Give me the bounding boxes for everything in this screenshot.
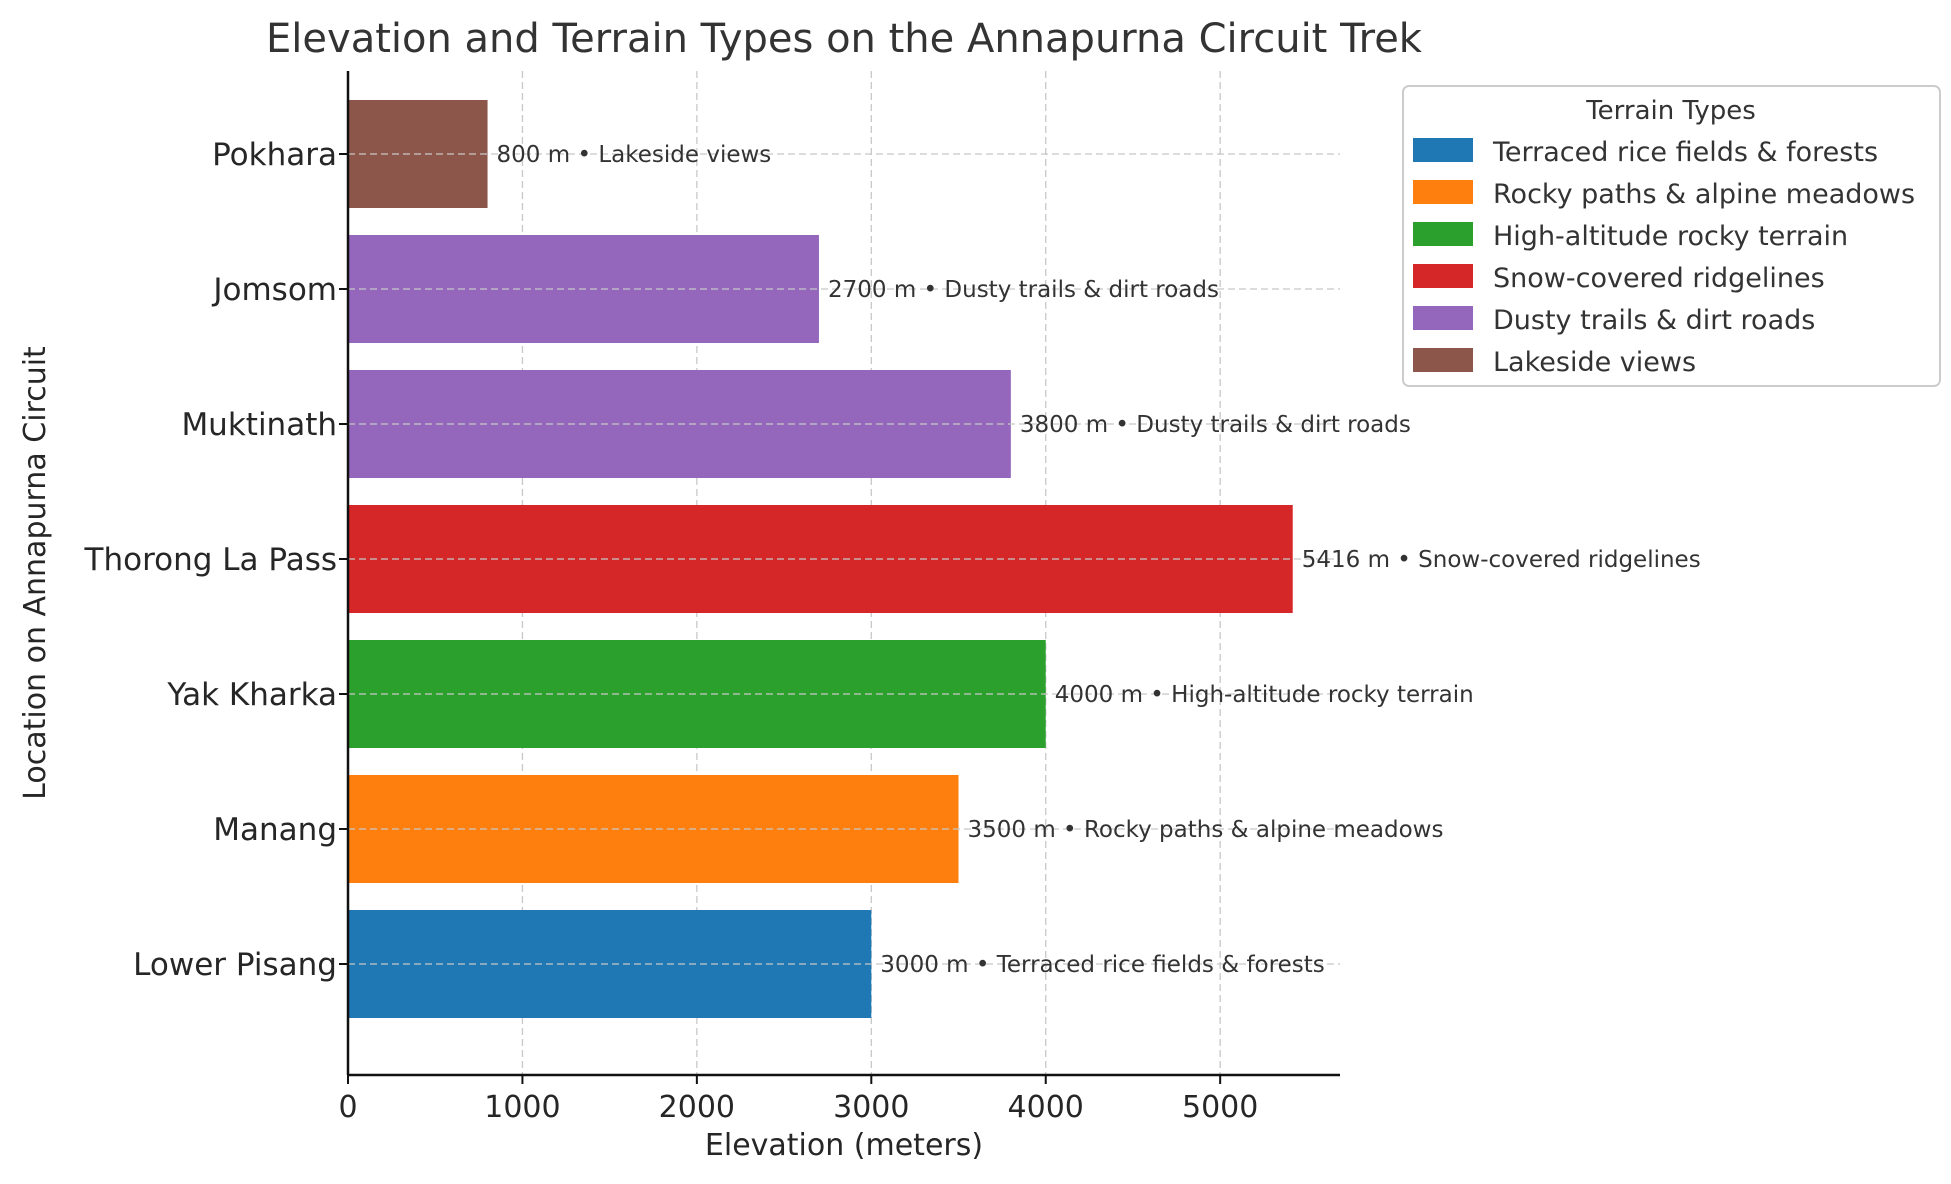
y-tick-label: Yak Kharka: [166, 677, 337, 713]
y-tick-label: Muktinath: [181, 407, 337, 443]
legend-entry-label: Terraced rice fields & forests: [1492, 137, 1878, 168]
x-tick-label: 5000: [1182, 1090, 1258, 1125]
bar-data-label: 4000 m • High-altitude rocky terrain: [1055, 682, 1474, 708]
legend-entry-label: Dusty trails & dirt roads: [1493, 305, 1815, 336]
legend-entry-label: High-altitude rocky terrain: [1493, 221, 1848, 252]
bar-data-label: 5416 m • Snow-covered ridgelines: [1302, 547, 1701, 573]
x-tick-label: 4000: [1008, 1090, 1084, 1125]
y-tick-label: Manang: [213, 812, 337, 848]
x-tick-label: 1000: [484, 1090, 560, 1125]
legend-entry-label: Rocky paths & alpine meadows: [1493, 179, 1915, 210]
axis-layer: [346, 71, 1340, 1077]
gridline-overlay: [348, 153, 1340, 965]
chart-title: Elevation and Terrain Types on the Annap…: [266, 16, 1423, 62]
x-tick-label: 0: [338, 1090, 357, 1125]
legend-swatch: [1413, 180, 1473, 204]
y-tick-label: Pokhara: [212, 137, 337, 173]
y-tick-label: Jomsom: [211, 272, 337, 308]
bar-label-layer: 3000 m • Terraced rice fields & forests 3…: [497, 142, 1701, 978]
x-tick-label: 2000: [659, 1090, 735, 1125]
bar-data-label: 800 m • Lakeside views: [497, 142, 772, 168]
bar-data-label: 3800 m • Dusty trails & dirt roads: [1020, 412, 1411, 438]
legend-entry-label: Snow-covered ridgelines: [1493, 263, 1825, 294]
legend-swatch: [1413, 222, 1473, 246]
bar-data-label: 3000 m • Terraced rice fields & forests: [880, 952, 1324, 978]
legend: Terrain Types Terraced rice fields & for…: [1402, 85, 1941, 387]
legend-entry-label: Lakeside views: [1493, 347, 1696, 378]
legend-swatch: [1413, 264, 1473, 288]
legend-frame: [1402, 85, 1941, 387]
legend-title: Terrain Types: [1585, 96, 1756, 126]
bar-data-label: 2700 m • Dusty trails & dirt roads: [828, 277, 1219, 303]
legend-swatch: [1413, 348, 1473, 372]
bar: [348, 910, 872, 1018]
x-axis-label: Elevation (meters): [705, 1128, 983, 1163]
y-tick-label: Thorong La Pass: [84, 542, 337, 578]
bar-data-label: 3500 m • Rocky paths & alpine meadows: [968, 817, 1444, 843]
legend-swatch: [1413, 138, 1473, 162]
y-axis-label: Location on Annapurna Circuit: [18, 346, 53, 800]
tick-layer: 0 1000 2000 3000 4000 5000 Lower Pisang Manang Y…: [84, 137, 1259, 1125]
y-tick-label: Lower Pisang: [133, 947, 337, 983]
legend-items: Terraced rice fields & forests Rocky path…: [1413, 137, 1915, 378]
x-tick-label: 3000: [833, 1090, 909, 1125]
legend-swatch: [1413, 306, 1473, 330]
